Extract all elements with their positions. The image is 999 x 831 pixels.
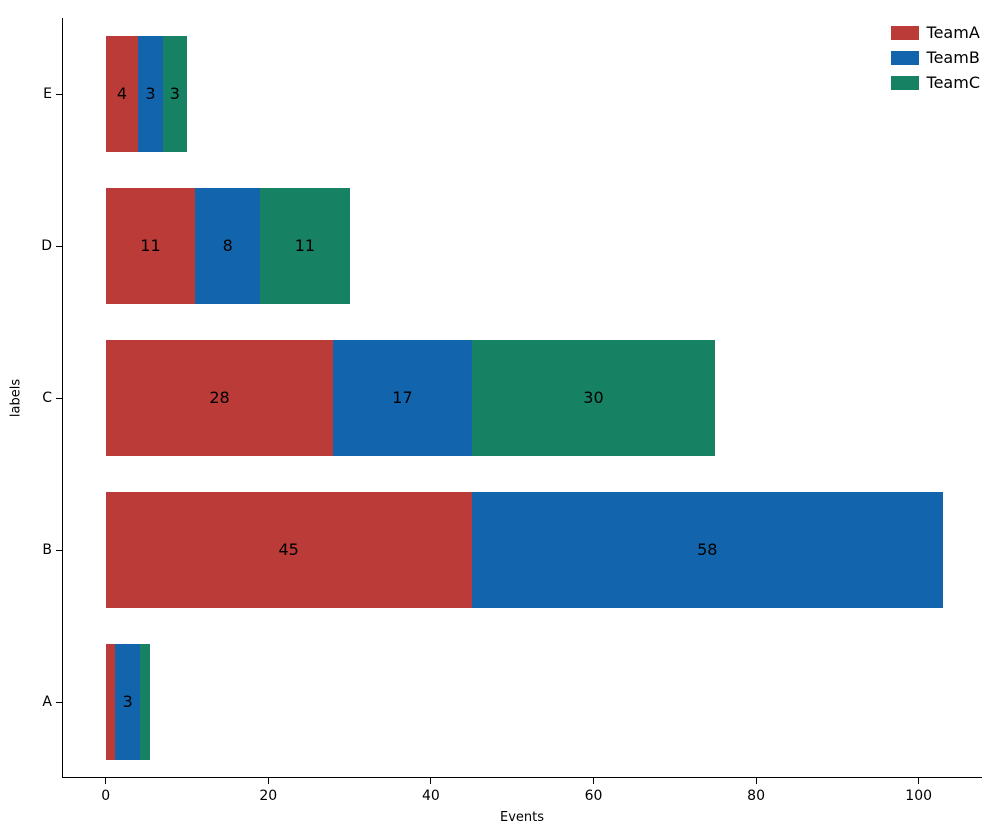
bar-value-label: 3 xyxy=(145,86,155,102)
x-tick-mark xyxy=(593,778,594,784)
y-tick-label: C xyxy=(42,390,52,406)
legend-swatch xyxy=(891,51,919,65)
y-tick-mark xyxy=(56,702,62,703)
x-axis-label: Events xyxy=(500,810,544,825)
bar-value-label: 45 xyxy=(278,542,298,558)
legend-swatch xyxy=(891,76,919,90)
x-tick-mark xyxy=(105,778,106,784)
bar-value-label: 11 xyxy=(295,238,315,254)
legend: TeamA TeamB TeamC xyxy=(891,20,980,95)
legend-item: TeamC xyxy=(891,70,980,95)
bar-segment xyxy=(140,644,150,760)
x-tick-mark xyxy=(918,778,919,784)
y-tick-label: A xyxy=(42,694,52,710)
bar-value-label: 3 xyxy=(170,86,180,102)
x-tick-mark xyxy=(268,778,269,784)
bar-value-label: 30 xyxy=(583,390,603,406)
y-tick-mark xyxy=(56,246,62,247)
x-tick-mark xyxy=(756,778,757,784)
legend-item: TeamB xyxy=(891,45,980,70)
legend-item: TeamA xyxy=(891,20,980,45)
bar-value-label: 11 xyxy=(140,238,160,254)
x-tick-label: 20 xyxy=(259,788,277,804)
bar-segment xyxy=(106,644,116,760)
bar-value-label: 3 xyxy=(123,694,133,710)
bar-value-label: 8 xyxy=(223,238,233,254)
legend-label: TeamB xyxy=(927,48,980,67)
bar-value-label: 28 xyxy=(209,390,229,406)
y-tick-label: B xyxy=(42,542,52,558)
y-tick-mark xyxy=(56,94,62,95)
x-tick-label: 0 xyxy=(101,788,110,804)
x-tick-label: 60 xyxy=(585,788,603,804)
legend-swatch xyxy=(891,26,919,40)
bar-value-label: 58 xyxy=(697,542,717,558)
x-tick-label: 80 xyxy=(747,788,765,804)
legend-label: TeamA xyxy=(927,23,980,42)
bar-value-label: 17 xyxy=(392,390,412,406)
y-tick-label: E xyxy=(43,86,52,102)
y-tick-mark xyxy=(56,550,62,551)
y-tick-mark xyxy=(56,398,62,399)
bar-value-label: 4 xyxy=(117,86,127,102)
x-tick-label: 40 xyxy=(422,788,440,804)
y-tick-label: D xyxy=(41,238,52,254)
x-tick-label: 100 xyxy=(905,788,932,804)
y-axis-label: labels xyxy=(9,379,24,417)
chart-root: 020406080100ABCDE 3455828173011811433 la… xyxy=(0,0,999,831)
legend-label: TeamC xyxy=(927,73,980,92)
x-tick-mark xyxy=(430,778,431,784)
